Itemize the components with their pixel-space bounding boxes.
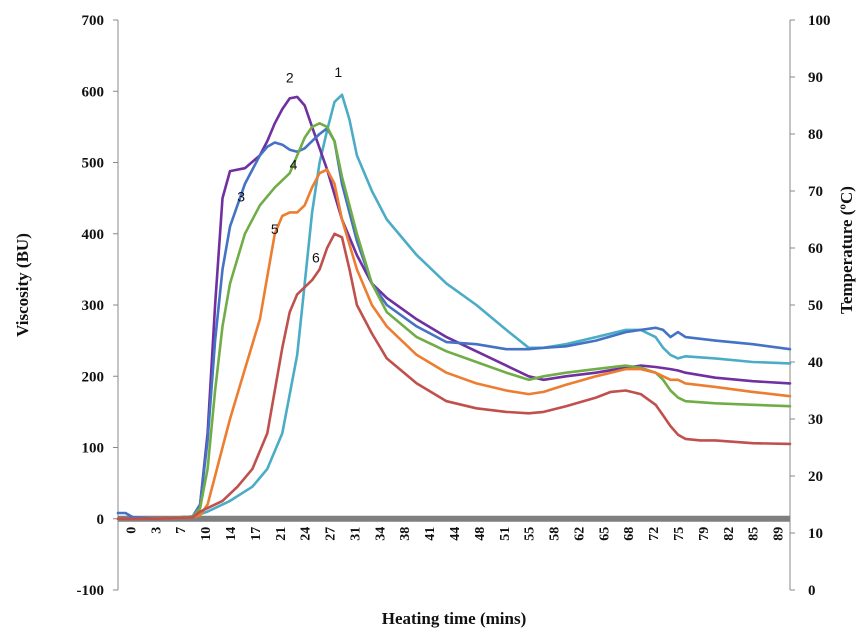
x-tick-label: 89	[772, 527, 787, 541]
y-tick-label: 700	[82, 13, 105, 29]
y2-tick-label: 60	[808, 241, 823, 257]
x-tick-label: 82	[722, 527, 737, 541]
x-tick-label: 48	[473, 527, 488, 541]
x-tick-label: 7	[174, 527, 189, 534]
series-label-6: 6	[312, 249, 320, 265]
x-tick-label: 79	[697, 527, 712, 541]
y-tick-label: 400	[82, 227, 105, 243]
x-tick-label: 31	[348, 527, 363, 541]
y2-tick-label: 20	[808, 469, 823, 485]
x-tick-label: 51	[498, 527, 513, 541]
y-axis-title: Viscosity (BU)	[13, 233, 32, 337]
x-tick-label: 44	[448, 527, 463, 541]
y2-tick-label: 40	[808, 355, 823, 371]
y2-tick-label: 80	[808, 127, 823, 143]
y-tick-label: 100	[82, 441, 105, 457]
y2-tick-label: 50	[808, 298, 823, 314]
series-label-3: 3	[237, 189, 245, 205]
y2-tick-label: 70	[808, 184, 823, 200]
series-line-6	[116, 232, 792, 521]
y-tick-label: -100	[77, 583, 105, 599]
series-label-2: 2	[286, 70, 294, 86]
series-label-5: 5	[271, 221, 279, 237]
x-tick-label: 17	[249, 527, 264, 541]
x-tick-label: 58	[548, 527, 563, 541]
x-tick-label: 72	[647, 527, 662, 541]
series-label-1: 1	[334, 64, 342, 80]
y2-tick-label: 100	[808, 13, 831, 29]
plot-area: 1 2 3 4 5 6	[116, 64, 792, 521]
x-tick-label: 38	[398, 527, 413, 541]
x-tick-label: 34	[373, 527, 388, 541]
x-tick-label: 75	[672, 527, 687, 541]
x-tick-label: 85	[747, 527, 762, 541]
x-tick-label: 62	[572, 527, 587, 541]
y-tick-label: 600	[82, 84, 105, 100]
y-tick-label: 200	[82, 369, 105, 385]
y2-tick-label: 0	[808, 583, 816, 599]
y2-axis-title: Temperature (ºC)	[837, 186, 856, 314]
x-tick-label: 65	[597, 527, 612, 541]
series-line-5	[116, 168, 792, 521]
x-tick-label: 24	[299, 527, 314, 541]
chart-axes: -100010020030040050060070001020304050607…	[77, 13, 831, 599]
y2-tick-label: 90	[808, 70, 823, 86]
x-tick-label: 3	[149, 527, 164, 534]
x-tick-label: 10	[199, 527, 214, 541]
y-tick-label: 300	[82, 298, 105, 314]
series-label-4: 4	[290, 157, 298, 173]
x-tick-label: 55	[523, 527, 538, 541]
series-line-1	[116, 93, 792, 521]
x-tick-label: 68	[622, 527, 637, 541]
y2-tick-label: 10	[808, 526, 823, 542]
x-tick-label: 14	[224, 527, 239, 541]
series-line-2	[116, 95, 792, 521]
y2-tick-label: 30	[808, 412, 823, 428]
x-tick-label: 0	[124, 527, 139, 534]
y-tick-label: 0	[97, 512, 105, 528]
x-axis-title: Heating time (mins)	[382, 609, 526, 628]
x-tick-label: 27	[324, 527, 339, 541]
y-tick-label: 500	[82, 156, 105, 172]
x-tick-label: 21	[274, 527, 289, 541]
x-tick-label: 41	[423, 527, 438, 541]
